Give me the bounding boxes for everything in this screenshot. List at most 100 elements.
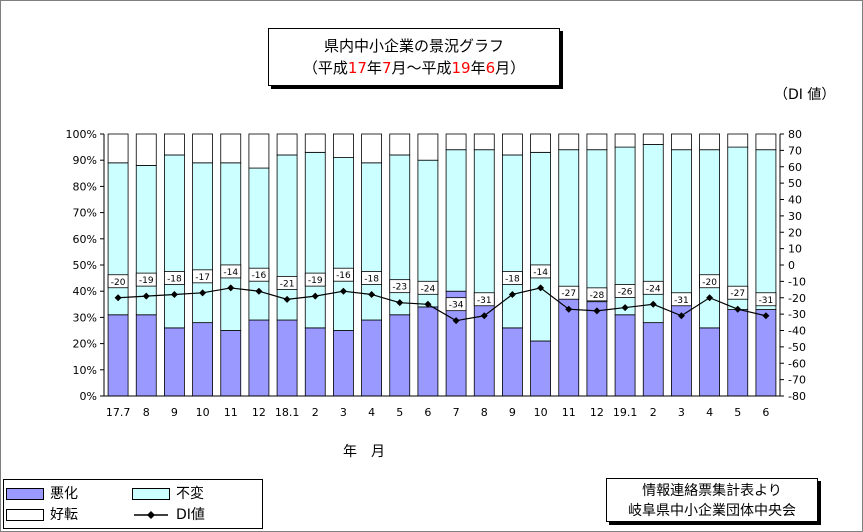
di-label-box <box>276 275 298 290</box>
y-right-tick-label: 80 <box>788 128 802 141</box>
bar-segment-worse <box>558 298 580 397</box>
di-point <box>762 312 770 320</box>
legend-swatch-worse <box>6 488 44 500</box>
di-label-box <box>135 272 157 287</box>
bar-segment-better <box>502 133 523 156</box>
bar-segment-same <box>558 149 580 300</box>
di-point <box>368 290 376 298</box>
bar-segment-worse <box>417 306 439 397</box>
bar-segment-better <box>586 133 608 151</box>
di-label-box <box>107 274 129 289</box>
bar-segment-better <box>389 133 411 156</box>
chart-subtitle: （平成17年7月～平成19年6月） <box>269 57 559 79</box>
bar-segment-better <box>333 133 354 158</box>
bar-segment-worse <box>614 314 636 397</box>
bar-segment-worse <box>642 322 664 397</box>
x-tick-label: 2 <box>650 406 657 419</box>
y-right-tick-label: -40 <box>788 325 806 338</box>
di-label-box <box>445 297 467 312</box>
x-tick-label: 4 <box>368 406 375 419</box>
subtitle-part: 6 <box>485 59 496 77</box>
subtitle-part: 年 <box>366 59 382 77</box>
legend-label-worse: 悪化 <box>50 486 78 502</box>
di-point <box>311 292 319 300</box>
subtitle-part: （平成 <box>302 59 348 77</box>
di-label-box <box>671 292 692 307</box>
subtitle-part: 年 <box>470 59 486 77</box>
y-left-tick-label: 20% <box>73 338 97 351</box>
di-data-label: -26 <box>618 288 633 298</box>
legend-item-better: 好転 <box>6 505 78 525</box>
y-right-tick-label: -30 <box>788 308 806 321</box>
x-tick-label: 6 <box>762 406 769 419</box>
chart-title-box: 県内中小企業の景況グラフ （平成17年7月～平成19年6月） <box>268 28 560 86</box>
bar-segment-better <box>417 133 439 161</box>
bar-segment-better <box>614 133 636 148</box>
bar-segment-better <box>220 133 242 164</box>
x-tick-label: 3 <box>340 406 347 419</box>
di-label-box <box>389 279 411 294</box>
bar-segment-worse <box>333 330 354 397</box>
di-label-box <box>558 285 580 300</box>
bar-segment-better <box>304 133 326 153</box>
di-line <box>118 287 767 322</box>
bar-segment-worse <box>586 301 608 397</box>
y-right-tick-label: 70 <box>788 144 802 157</box>
x-tick-label: 2 <box>312 406 319 419</box>
y-left-tick-label: 60% <box>73 233 97 246</box>
y-right-tick-label: -50 <box>788 341 806 354</box>
di-point <box>339 287 347 295</box>
y-right-tick-label: -10 <box>788 275 806 288</box>
bar-segment-worse <box>220 330 242 397</box>
di-label-box <box>699 274 720 289</box>
di-point <box>170 290 178 298</box>
x-tick-label: 9 <box>171 406 178 419</box>
y-left-tick-label: 90% <box>73 154 97 167</box>
bar-segment-better <box>445 133 467 151</box>
x-tick-label: 12 <box>590 406 604 419</box>
legend-label-better: 好転 <box>50 507 78 523</box>
y-right-tick-label: 60 <box>788 161 802 174</box>
di-point <box>649 300 657 308</box>
legend-swatch-same <box>132 488 170 500</box>
di-label-box <box>220 264 242 279</box>
y-left-tick-label: 100% <box>66 128 97 141</box>
di-data-label: -24 <box>421 284 436 294</box>
di-data-label: -18 <box>167 274 182 284</box>
x-tick-label: 8 <box>481 406 488 419</box>
di-label-box <box>304 272 326 287</box>
di-data-label: -31 <box>759 296 774 306</box>
di-label-box <box>586 287 608 302</box>
bar-segment-same <box>727 146 749 310</box>
x-tick-label: 8 <box>143 406 150 419</box>
bar-segment-worse <box>699 327 720 397</box>
bar-segment-worse <box>276 319 298 397</box>
x-tick-label: 9 <box>509 406 516 419</box>
di-point <box>508 290 516 298</box>
di-data-label: -27 <box>561 289 576 299</box>
y-left-tick-label: 70% <box>73 207 97 220</box>
bar-segment-same <box>530 151 551 342</box>
x-tick-label: 5 <box>396 406 403 419</box>
y-left-tick-label: 80% <box>73 180 97 193</box>
y-right-tick-label: 30 <box>788 210 802 223</box>
bar-segment-better <box>473 133 495 151</box>
bar-segment-better <box>248 133 270 169</box>
y-right-tick-label: 50 <box>788 177 802 190</box>
bar-segment-better <box>107 133 129 164</box>
bar-segment-same <box>107 162 129 316</box>
x-tick-label: 5 <box>734 406 741 419</box>
x-tick-label: 11 <box>224 406 238 419</box>
di-data-label: -16 <box>336 271 351 281</box>
bar-segment-same <box>135 165 157 316</box>
di-label-box <box>333 267 354 282</box>
bar-segment-worse <box>727 309 749 397</box>
bar-segment-better <box>671 133 692 151</box>
di-point <box>621 304 629 312</box>
bar-segment-better <box>699 133 720 151</box>
y-left-tick-label: 30% <box>73 311 97 324</box>
y-right-tick-label: -60 <box>788 357 806 370</box>
di-data-label: -16 <box>252 271 267 281</box>
di-point <box>199 289 207 297</box>
